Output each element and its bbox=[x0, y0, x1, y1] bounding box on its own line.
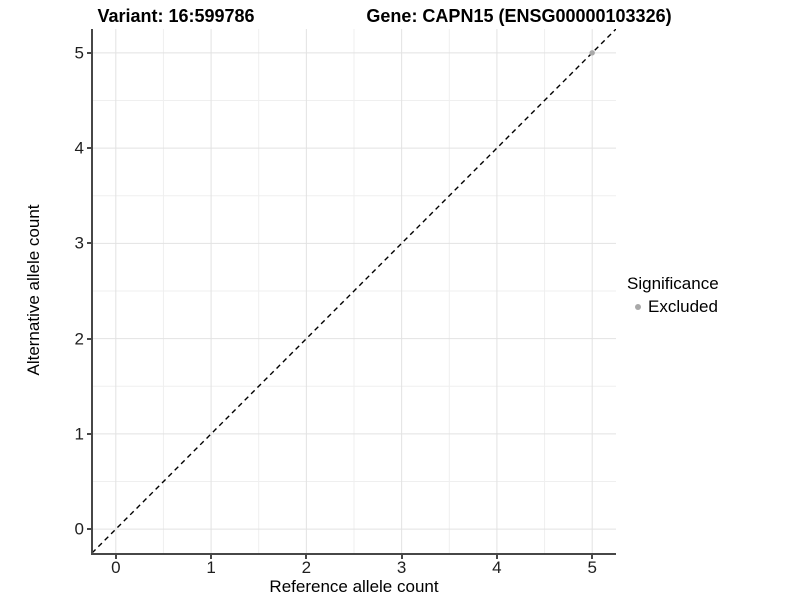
x-tick-label: 5 bbox=[587, 558, 597, 577]
y-tick-label: 3 bbox=[74, 233, 84, 253]
y-tick-mark bbox=[87, 147, 91, 150]
x-tick-mark bbox=[495, 555, 498, 559]
x-tick-label: 1 bbox=[206, 558, 216, 577]
y-tick-mark bbox=[87, 432, 91, 435]
plot-title-gene: Gene: CAPN15 (ENSG00000103326) bbox=[366, 6, 672, 26]
x-tick-mark bbox=[591, 555, 594, 559]
plot-canvas bbox=[92, 29, 616, 553]
legend-title: Significance bbox=[627, 274, 719, 293]
x-axis-line bbox=[91, 553, 616, 555]
x-tick-label: 4 bbox=[492, 558, 502, 577]
plot-title-variant: Variant: 16:599786 bbox=[97, 6, 255, 26]
y-axis-line bbox=[91, 29, 93, 555]
y-tick-label: 1 bbox=[74, 424, 84, 444]
x-tick-label: 0 bbox=[111, 558, 121, 577]
x-tick-mark bbox=[210, 555, 213, 559]
y-tick-mark bbox=[87, 242, 91, 245]
y-tick-label: 0 bbox=[74, 519, 84, 539]
x-tick-mark bbox=[400, 555, 403, 559]
y-tick-mark bbox=[87, 337, 91, 340]
y-tick-mark bbox=[87, 51, 91, 54]
data-point-excluded bbox=[589, 50, 595, 56]
y-tick-label: 4 bbox=[74, 138, 84, 158]
y-axis-title: Alternative allele count bbox=[24, 204, 43, 376]
y-tick-mark bbox=[87, 528, 91, 531]
x-tick-mark bbox=[114, 555, 117, 559]
x-tick-label: 2 bbox=[301, 558, 312, 577]
excluded-point-icon bbox=[635, 304, 641, 310]
legend: Significance Excluded bbox=[627, 274, 719, 317]
y-tick-label: 5 bbox=[74, 43, 84, 63]
y-tick-label: 2 bbox=[74, 329, 84, 349]
x-tick-mark bbox=[305, 555, 308, 559]
legend-item-excluded: Excluded bbox=[627, 297, 719, 317]
plot-panel bbox=[92, 29, 616, 553]
identity-line bbox=[92, 29, 616, 553]
x-tick-label: 3 bbox=[396, 558, 407, 577]
legend-item-label: Excluded bbox=[648, 297, 718, 316]
x-axis-title: Reference allele count bbox=[269, 577, 439, 596]
